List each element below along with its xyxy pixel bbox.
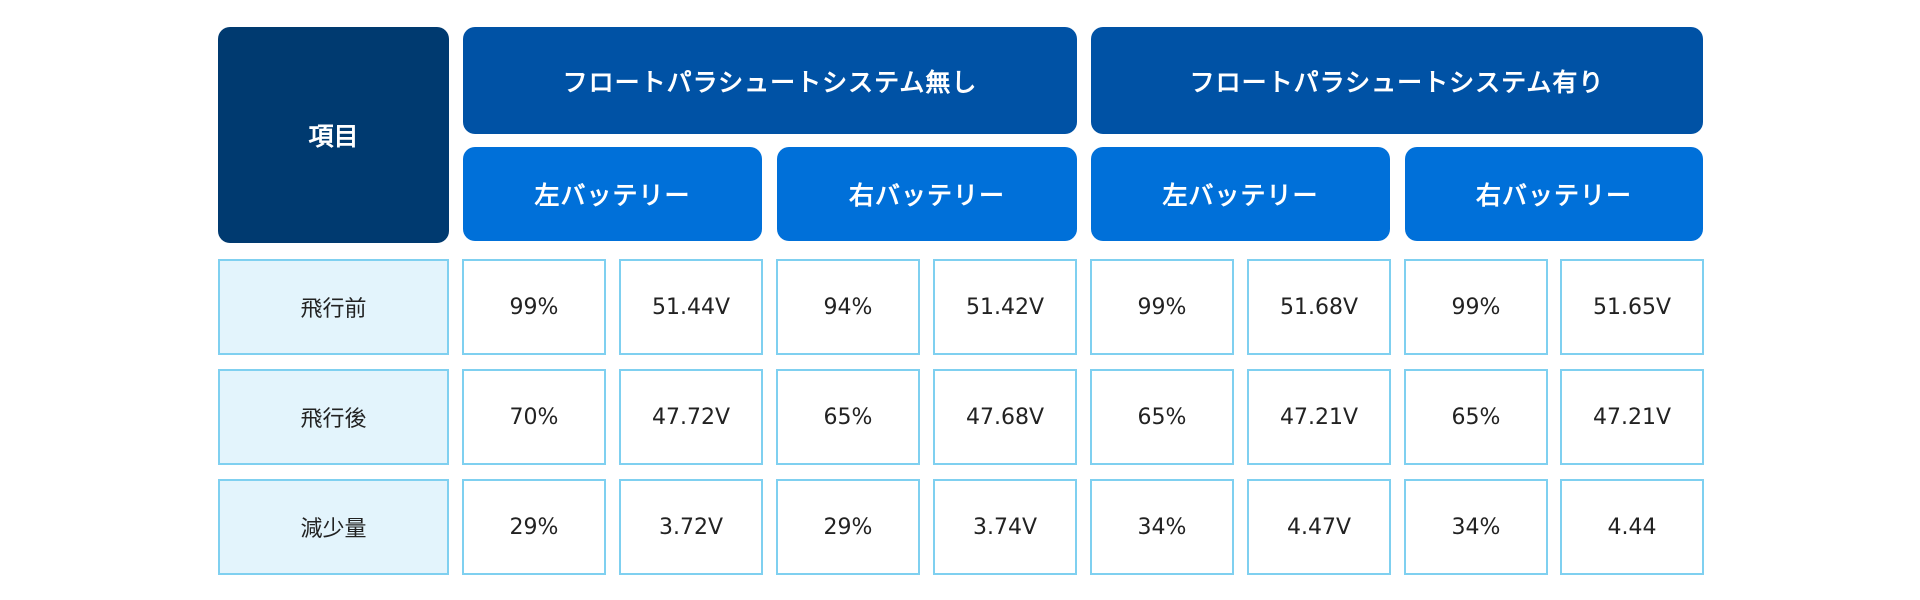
- table-cell: 3.74V: [933, 479, 1077, 575]
- header-left-battery-with: 左バッテリー: [1091, 147, 1390, 241]
- header-item: 項目: [218, 27, 449, 243]
- table-cell: 29%: [462, 479, 606, 575]
- table-cell: 47.72V: [619, 369, 763, 465]
- table-cell: 4.47V: [1247, 479, 1391, 575]
- header-left-battery-without: 左バッテリー: [463, 147, 762, 241]
- table-cell: 65%: [776, 369, 920, 465]
- header-group-with-system: フロートパラシュートシステム有り: [1091, 27, 1703, 134]
- table-cell: 51.65V: [1560, 259, 1704, 355]
- header-right-battery-without: 右バッテリー: [777, 147, 1077, 241]
- table-cell: 29%: [776, 479, 920, 575]
- table-cell: 47.68V: [933, 369, 1077, 465]
- table-cell: 34%: [1090, 479, 1234, 575]
- header-group-without-system: フロートパラシュートシステム無し: [463, 27, 1077, 134]
- row-label-after-flight: 飛行後: [218, 369, 449, 465]
- table-cell: 47.21V: [1560, 369, 1704, 465]
- table-cell: 70%: [462, 369, 606, 465]
- table-cell: 4.44: [1560, 479, 1704, 575]
- table-cell: 99%: [1090, 259, 1234, 355]
- table-cell: 51.42V: [933, 259, 1077, 355]
- table-cell: 34%: [1404, 479, 1548, 575]
- table-cell: 65%: [1404, 369, 1548, 465]
- row-label-decrease: 減少量: [218, 479, 449, 575]
- table-cell: 51.68V: [1247, 259, 1391, 355]
- table-cell: 51.44V: [619, 259, 763, 355]
- table-cell: 94%: [776, 259, 920, 355]
- header-right-battery-with: 右バッテリー: [1405, 147, 1703, 241]
- table-cell: 99%: [1404, 259, 1548, 355]
- table-cell: 65%: [1090, 369, 1234, 465]
- table-cell: 3.72V: [619, 479, 763, 575]
- row-label-before-flight: 飛行前: [218, 259, 449, 355]
- table-cell: 47.21V: [1247, 369, 1391, 465]
- table-cell: 99%: [462, 259, 606, 355]
